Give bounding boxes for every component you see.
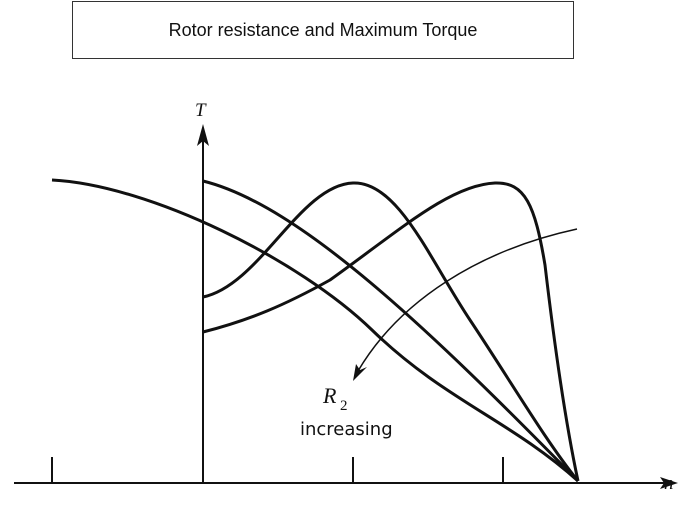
- x-axis-label: n: [664, 473, 674, 494]
- torque-curve-4: [202, 181, 580, 482]
- r2-subscript-label: 2: [340, 398, 348, 414]
- r2-arrowhead: [353, 364, 367, 381]
- torque-curve-1: [51, 178, 580, 483]
- title-box: Rotor resistance and Maximum Torque: [72, 1, 574, 59]
- x-axis-arrowhead: [660, 477, 678, 489]
- torque-curve-2: [202, 179, 580, 483]
- y-axis-arrowhead: [197, 124, 209, 146]
- r2-increasing-arrow: [357, 228, 578, 372]
- diagram-title: Rotor resistance and Maximum Torque: [168, 19, 478, 40]
- r2-variable-label: R: [322, 383, 337, 408]
- y-axis-label: T: [195, 100, 207, 121]
- increasing-label: increasing: [300, 419, 393, 440]
